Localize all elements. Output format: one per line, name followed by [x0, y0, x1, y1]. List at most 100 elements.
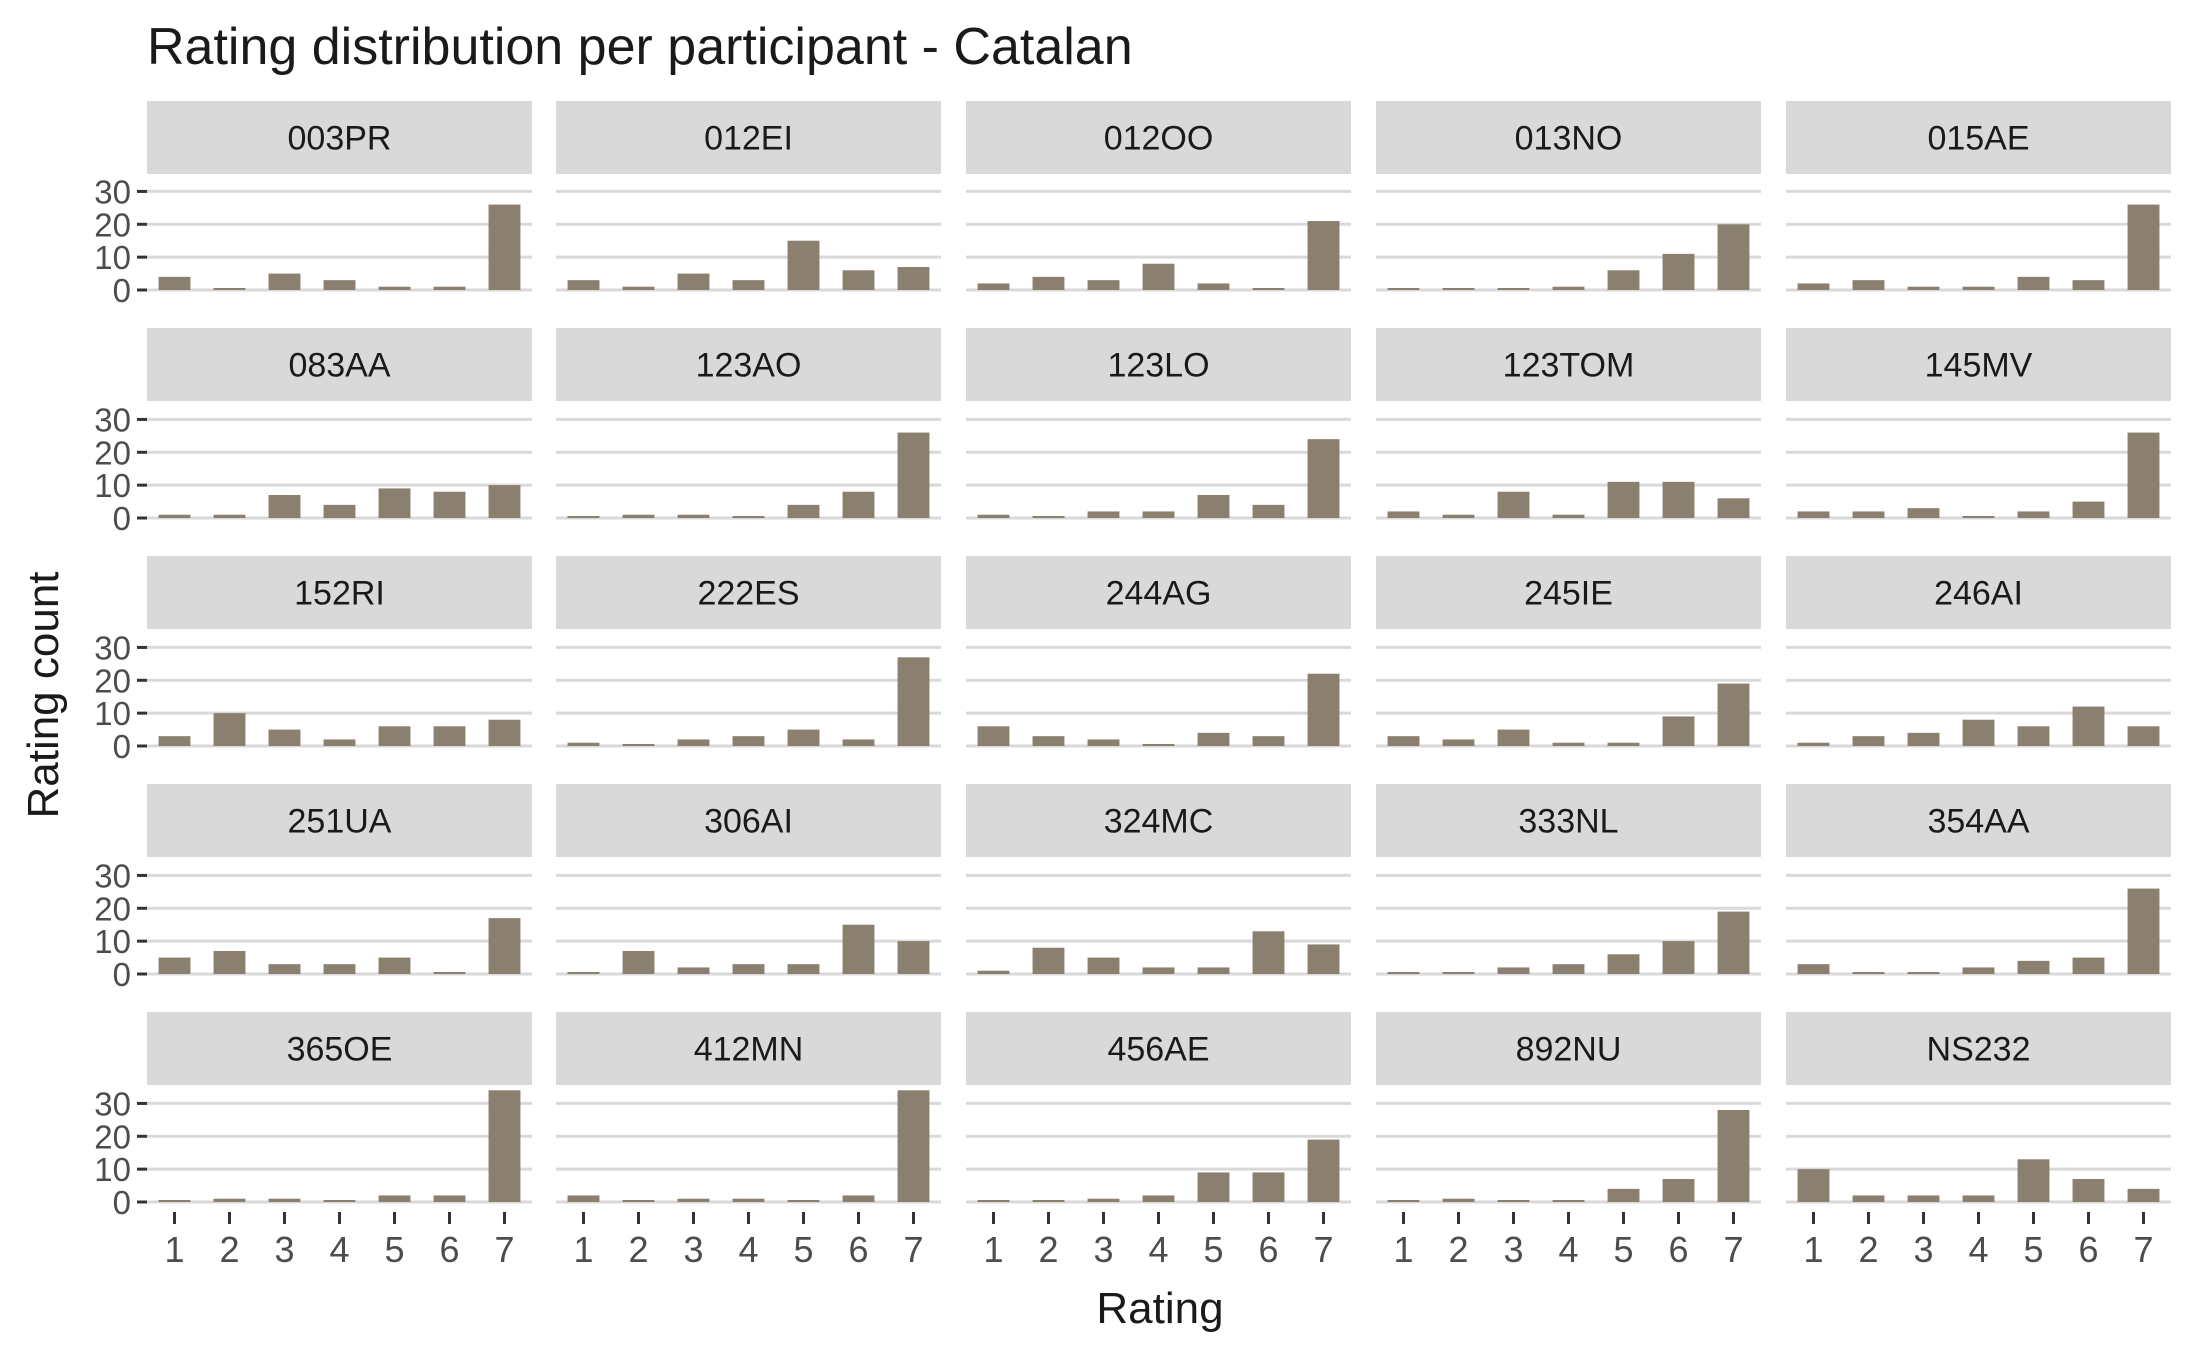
bar: [732, 964, 765, 974]
bar: [1552, 1200, 1585, 1202]
bar: [1197, 283, 1230, 290]
x-tick-label: 4: [329, 1229, 349, 1270]
bar: [268, 729, 301, 746]
bar: [677, 967, 710, 974]
x-tick-label: 7: [2133, 1229, 2153, 1270]
bar: [1087, 739, 1120, 746]
bar: [1907, 1195, 1940, 1202]
facet-strip: [1376, 556, 1761, 629]
facet-panel: 456AE 1 2 3 4 5 6 7: [966, 1012, 1351, 1270]
facet-strip: [966, 1012, 1351, 1085]
bar: [2072, 280, 2105, 290]
bar: [433, 491, 466, 518]
bar: [1962, 516, 1995, 518]
facet-panel: 412MN 1 2 3 4 5 6 7: [556, 1012, 941, 1270]
bar: [1797, 964, 1830, 974]
bar: [1307, 944, 1340, 974]
bar: [1797, 1169, 1830, 1202]
bar: [567, 1195, 600, 1202]
bar: [677, 1198, 710, 1202]
bar: [787, 729, 820, 746]
facet-label: 306AI: [704, 803, 793, 841]
facet-strip: [1786, 328, 2171, 401]
bar: [1907, 286, 1940, 290]
bar: [1662, 481, 1695, 518]
facet-panel: 012OO: [966, 101, 1351, 292]
bar: [268, 495, 301, 518]
y-tick-label: 0: [113, 956, 131, 993]
x-tick-label: 6: [848, 1229, 868, 1270]
x-tick-label: 3: [1093, 1229, 1113, 1270]
bar: [1607, 270, 1640, 290]
bar: [1852, 736, 1885, 746]
y-tick-label: 0: [113, 500, 131, 537]
bar: [1962, 1195, 1995, 1202]
facet-panel: 892NU 1 2 3 4 5 6 7: [1376, 1012, 1761, 1270]
y-tick-label: 20: [94, 662, 131, 699]
facet-strip: [1376, 328, 1761, 401]
facet-label: 083AA: [288, 347, 390, 385]
facet-label: 354AA: [1927, 803, 2029, 841]
facet-label: 145MV: [1925, 347, 2033, 385]
bar: [677, 739, 710, 746]
bar: [1852, 511, 1885, 518]
y-tick-label: 30: [94, 401, 131, 438]
bar: [1087, 1198, 1120, 1202]
bar: [622, 286, 655, 290]
bar: [787, 1200, 820, 1202]
bar: [897, 432, 930, 518]
facet-label: 244AG: [1106, 575, 1212, 613]
facet-label: 251UA: [288, 803, 392, 841]
bar: [787, 964, 820, 974]
bar: [268, 1198, 301, 1202]
bar: [1962, 286, 1995, 290]
x-tick-label: 2: [219, 1229, 239, 1270]
bar: [213, 951, 246, 974]
y-tick-label: 30: [94, 857, 131, 894]
bar: [1197, 1172, 1230, 1202]
facet-strip: [1376, 101, 1761, 174]
bar: [1307, 673, 1340, 746]
bar: [2017, 511, 2050, 518]
x-tick-label: 3: [683, 1229, 703, 1270]
bar: [1852, 280, 1885, 290]
facet-strip: [966, 328, 1351, 401]
bar: [1032, 736, 1065, 746]
bar: [158, 514, 191, 518]
y-tick-label: 10: [94, 923, 131, 960]
x-tick-label: 1: [1393, 1229, 1413, 1270]
bar: [1197, 732, 1230, 746]
facet-strip: [1786, 101, 2171, 174]
bar: [1717, 911, 1750, 974]
x-tick-label: 7: [903, 1229, 923, 1270]
facet-panel: 246AI: [1786, 556, 2171, 748]
bar: [842, 739, 875, 746]
bar: [1087, 511, 1120, 518]
bar: [977, 1200, 1010, 1202]
bar: [897, 657, 930, 746]
bar: [897, 1090, 930, 1202]
bar: [1032, 516, 1065, 518]
x-axis-title: Rating: [1096, 1284, 1223, 1333]
bar: [268, 964, 301, 974]
bar: [842, 1195, 875, 1202]
facet-label: 412MN: [694, 1031, 804, 1069]
bar: [2072, 501, 2105, 518]
bar: [433, 726, 466, 746]
bar: [1197, 967, 1230, 974]
facet-strip: [556, 1012, 941, 1085]
bar: [1387, 972, 1420, 974]
bar: [1142, 967, 1175, 974]
bar: [323, 280, 356, 290]
bar: [1442, 972, 1475, 974]
y-tick-label: 20: [94, 206, 131, 243]
facet-label: 222ES: [697, 575, 799, 613]
bar: [1032, 1200, 1065, 1202]
bar: [488, 918, 521, 974]
bar: [323, 739, 356, 746]
facet-panel: 013NO: [1376, 101, 1761, 292]
bar: [2017, 1159, 2050, 1202]
